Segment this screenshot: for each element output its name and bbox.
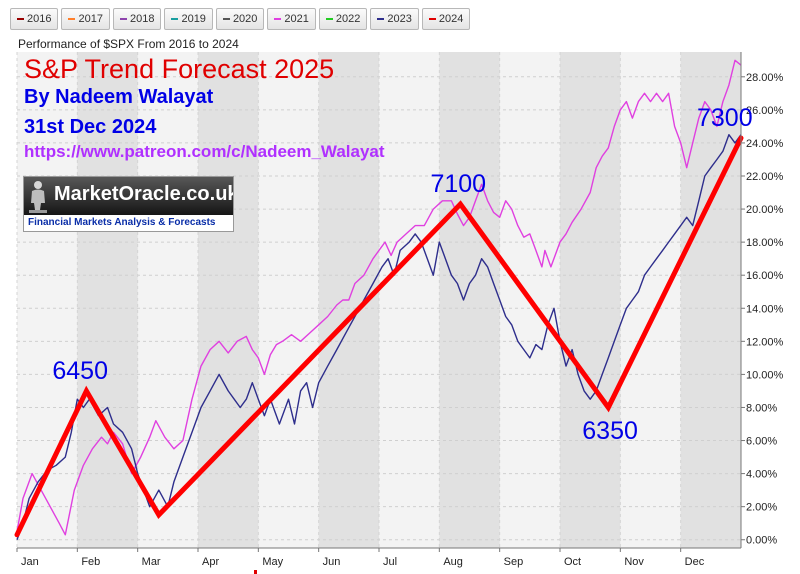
legend-swatch xyxy=(119,18,127,20)
legend-toggle-2024[interactable]: 2024 xyxy=(421,8,471,30)
x-tick-label-aug: Aug xyxy=(443,556,463,568)
legend-swatch xyxy=(68,18,76,20)
footer-marker xyxy=(254,570,257,574)
legend-toggle-2019[interactable]: 2019 xyxy=(164,8,213,30)
y-tick-label: 24.00% xyxy=(746,138,784,150)
forecast-group xyxy=(14,135,744,538)
legend-toggle-2018[interactable]: 2018 xyxy=(112,8,162,30)
legend-label: 2017 xyxy=(78,13,103,25)
x-tick-label-sep: Sep xyxy=(504,556,524,568)
x-tick-label-apr: Apr xyxy=(202,556,219,568)
legend-label: 2019 xyxy=(181,13,206,25)
legend-toggle-2020[interactable]: 2020 xyxy=(215,8,265,30)
legend-label: 2021 xyxy=(284,13,309,25)
legend-label: 2024 xyxy=(438,13,464,25)
x-tick-label-feb: Feb xyxy=(81,556,100,568)
x-axis: Jan Feb Mar Apr May Jun Jul Aug Sep Oct Nov Dec xyxy=(16,547,741,568)
y-tick-label: 26.00% xyxy=(746,105,784,117)
legend-toggle-2021[interactable]: 2021 xyxy=(267,8,316,30)
x-tick-label-mar: Mar xyxy=(142,556,161,568)
logo-name: MarketOracle.co.uk xyxy=(54,183,234,205)
y-tick-label: 28.00% xyxy=(746,72,784,84)
legend-toggle-2023[interactable]: 2023 xyxy=(370,8,419,30)
series-line-2021 xyxy=(16,59,742,536)
y-tick-label: 6.00% xyxy=(746,436,777,448)
legend-swatch xyxy=(17,18,24,20)
y-tick-label: 2.00% xyxy=(746,502,777,514)
legend-swatch xyxy=(428,18,436,20)
series-group xyxy=(16,59,742,540)
chart-subtitle: Performance of $SPX From 2016 to 2024 xyxy=(18,37,239,51)
legend-swatch xyxy=(274,18,282,20)
x-tick-label-nov: Nov xyxy=(624,556,644,568)
forecast-label-6450: 6450 xyxy=(52,356,108,385)
y-tick-label: 14.00% xyxy=(746,303,784,315)
forecast-label-7100: 7100 xyxy=(430,170,487,199)
series-line-2024 xyxy=(16,134,742,540)
y-tick-label: 8.00% xyxy=(746,402,777,414)
logo-tagline: Financial Markets Analysis & Forecasts xyxy=(28,217,216,228)
logo-band: MarketOracle.co.uk xyxy=(24,177,233,215)
x-tick-label-dec: Dec xyxy=(685,556,705,568)
overlay-url[interactable]: https://www.patreon.com/c/Nadeem_Walayat xyxy=(24,142,385,161)
x-tick-label-oct: Oct xyxy=(564,556,581,568)
forecast-line xyxy=(14,135,744,538)
legend-toggle-2016[interactable]: 2016 xyxy=(10,8,59,30)
legend-swatch xyxy=(325,18,333,20)
forecast-label-7300: 7300 xyxy=(697,103,753,132)
x-tick-label-may: May xyxy=(262,556,283,568)
legend-toggle-2022[interactable]: 2022 xyxy=(318,8,368,30)
x-tick-label-jun: Jun xyxy=(323,556,341,568)
y-tick-label: 12.00% xyxy=(746,336,784,348)
legend-label: 2022 xyxy=(335,13,361,25)
y-tick-label: 10.00% xyxy=(746,369,784,381)
thinker-statue-icon xyxy=(29,181,47,213)
legend-bar: 2016 2017 2018 2019 2020 2021 2022 2023 2024 xyxy=(10,8,471,30)
x-tick-label-jan: Jan xyxy=(21,556,39,568)
y-tick-label: 20.00% xyxy=(746,204,784,216)
legend-toggle-2017[interactable]: 2017 xyxy=(61,8,110,30)
x-tick-label-jul: Jul xyxy=(383,556,397,568)
month-band xyxy=(680,52,741,548)
y-tick-label: 16.00% xyxy=(746,270,784,282)
overlay-date: 31st Dec 2024 xyxy=(24,116,157,138)
legend-swatch xyxy=(377,18,385,20)
legend-label: 2016 xyxy=(27,13,52,25)
marketoracle-logo: MarketOracle.co.uk Financial Markets Ana… xyxy=(23,176,234,232)
overlay-title: S&P Trend Forecast 2025 xyxy=(24,54,335,84)
y-axis: 0.00% 2.00% 4.00% 6.00% 8.00% 10.00% 12.00% 14.… xyxy=(740,52,784,548)
y-tick-label: 4.00% xyxy=(746,469,777,481)
month-band xyxy=(560,52,621,548)
y-tick-label: 0.00% xyxy=(746,535,777,547)
legend-label: 2018 xyxy=(129,13,155,25)
legend-swatch xyxy=(171,18,179,20)
y-tick-label: 18.00% xyxy=(746,237,784,249)
legend-label: 2023 xyxy=(387,13,412,25)
legend-label: 2020 xyxy=(232,13,258,25)
month-band xyxy=(439,52,500,548)
forecast-label-6350: 6350 xyxy=(582,417,638,446)
y-tick-label: 22.00% xyxy=(746,171,784,183)
legend-swatch xyxy=(222,18,230,20)
overlay-author: By Nadeem Walayat xyxy=(24,86,214,108)
